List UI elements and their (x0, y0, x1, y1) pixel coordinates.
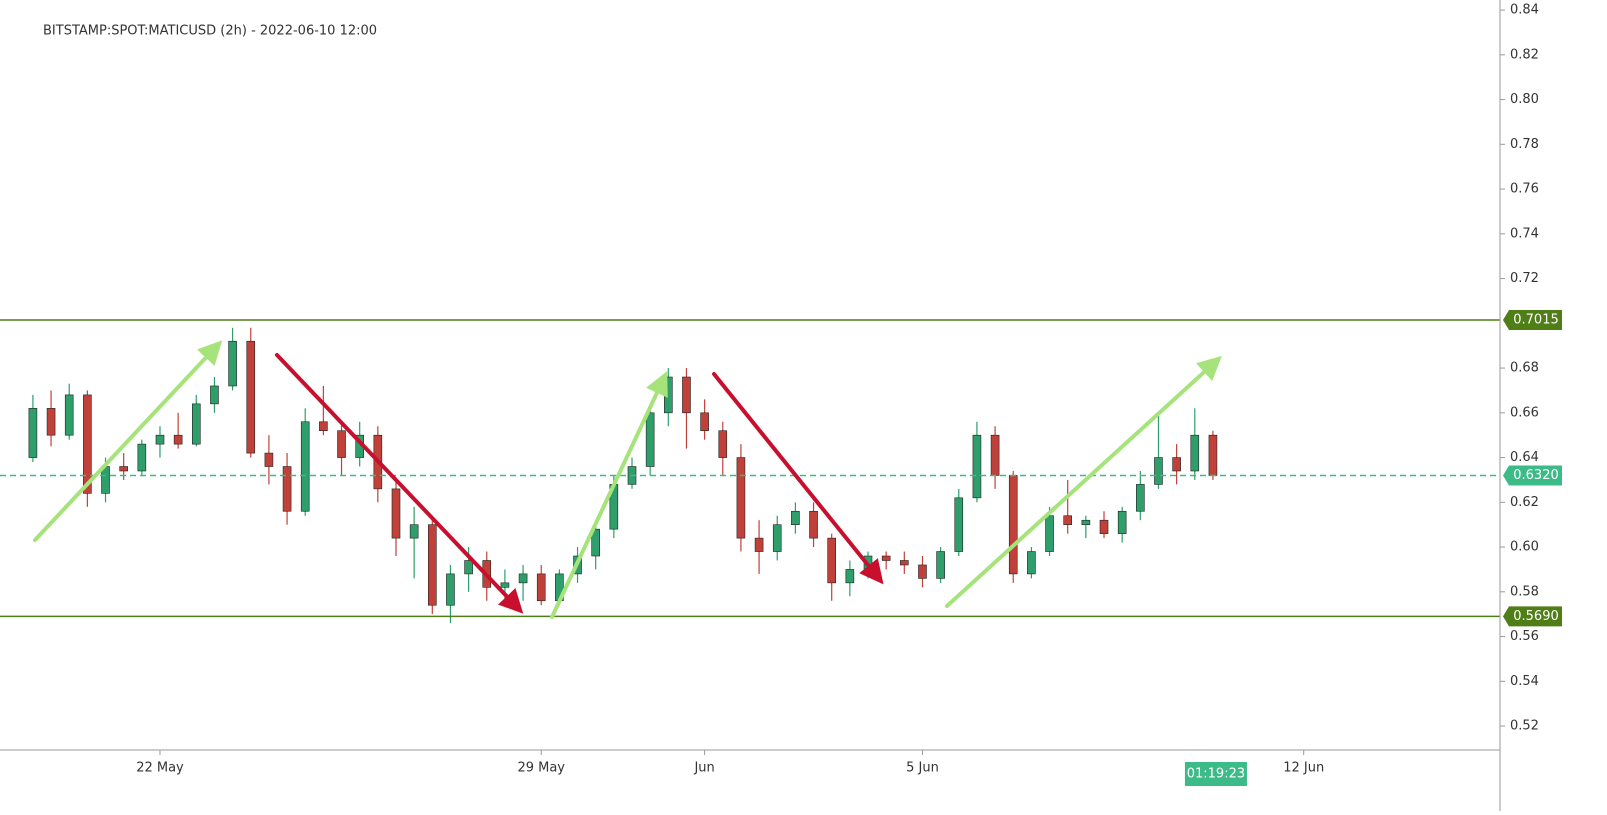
candle-body (954, 497, 964, 552)
candle-body (427, 524, 437, 606)
candle-body (300, 421, 310, 512)
candle-body (191, 403, 201, 445)
candle-body (28, 408, 38, 458)
y-tick-label: 0.60 (1510, 540, 1539, 555)
price-label: 0.7015 (1513, 312, 1559, 327)
price-label-box (1503, 606, 1562, 627)
candle-body (409, 524, 419, 539)
countdown-box (1184, 762, 1247, 786)
x-tick-label: 22 May (136, 761, 184, 776)
candle-body (1008, 475, 1018, 575)
candle-body (64, 394, 74, 436)
y-tick-label: 0.82 (1510, 47, 1539, 62)
x-tick-label: 5 Jun (906, 761, 939, 776)
candle-body (754, 537, 764, 552)
countdown-label: 01:19:23 (1187, 767, 1245, 782)
y-tick-label: 0.64 (1510, 450, 1539, 465)
candle-body (83, 394, 92, 494)
candle-body (1172, 457, 1181, 472)
candle-body (264, 452, 274, 467)
y-tick-label: 0.52 (1510, 719, 1539, 734)
candle-body (319, 421, 328, 432)
candle-body (591, 528, 600, 557)
candle-body (809, 510, 818, 539)
up-arrow (33, 340, 223, 542)
candle-body (718, 430, 728, 458)
candle-body (446, 573, 455, 606)
candle-body (1081, 519, 1091, 525)
candle-body (500, 582, 510, 588)
candle-body (936, 551, 945, 579)
candle-body (1190, 434, 1200, 472)
candle-body (791, 510, 800, 525)
candle-body (682, 376, 691, 414)
candle-body (700, 412, 709, 432)
x-tick-label: Jun (693, 761, 714, 776)
candle-body (772, 524, 782, 552)
y-tick-label: 0.76 (1510, 182, 1539, 197)
candle-body (173, 434, 183, 445)
candle-body (845, 569, 855, 584)
candle-body (881, 555, 891, 561)
candle-body (137, 443, 147, 472)
y-tick-label: 0.78 (1510, 137, 1539, 152)
candle-body (1117, 510, 1127, 534)
y-tick-label: 0.68 (1510, 361, 1539, 376)
candle-body (119, 466, 128, 472)
candle-body (536, 573, 546, 602)
candle-body (918, 564, 927, 579)
candle-body (518, 573, 528, 584)
up-arrow (945, 355, 1222, 608)
chart-title: BITSTAMP:SPOT:MATICUSD (2h) - 2022-06-10… (43, 24, 377, 39)
candle-body (246, 340, 256, 454)
y-tick-label: 0.66 (1510, 405, 1539, 420)
down-arrow (275, 353, 524, 614)
candle-body (155, 434, 165, 445)
candle-body (664, 376, 673, 414)
candle-body (645, 412, 655, 467)
price-label-box (1503, 309, 1562, 330)
candle-body (228, 340, 237, 387)
x-tick-label: 29 May (517, 761, 565, 776)
candle-body (1154, 457, 1163, 485)
price-label: 0.6320 (1513, 468, 1559, 483)
y-tick-label: 0.54 (1510, 674, 1539, 689)
y-tick-label: 0.80 (1510, 92, 1539, 107)
y-tick-label: 0.58 (1510, 584, 1539, 599)
candle-body (210, 385, 219, 405)
candle-body (337, 430, 346, 458)
candle-body (464, 560, 473, 575)
candle-body (990, 434, 1000, 476)
candle-body (827, 537, 836, 584)
y-tick-label: 0.84 (1510, 3, 1539, 18)
candle-body (391, 488, 401, 539)
y-tick-label: 0.72 (1510, 271, 1539, 286)
trend-arrows (33, 340, 1222, 619)
price-label-box (1503, 465, 1562, 486)
candle-body (972, 434, 982, 499)
candle-body (736, 457, 746, 539)
candle-body (1027, 551, 1036, 575)
y-tick-label: 0.74 (1510, 226, 1539, 241)
candle-body (1136, 484, 1145, 512)
candle-body (282, 466, 292, 512)
candle-body (1099, 519, 1109, 534)
x-tick-label: 12 Jun (1283, 761, 1324, 776)
candle-body (1063, 515, 1073, 525)
up-arrow (550, 371, 668, 619)
candle-body (46, 408, 56, 436)
down-arrow (712, 372, 884, 585)
price-label: 0.5690 (1513, 609, 1559, 624)
y-tick-label: 0.62 (1510, 495, 1539, 510)
candle-body (1045, 515, 1054, 552)
candle-body (900, 560, 909, 566)
y-tick-label: 0.56 (1510, 629, 1539, 644)
candle-body (1208, 434, 1218, 476)
